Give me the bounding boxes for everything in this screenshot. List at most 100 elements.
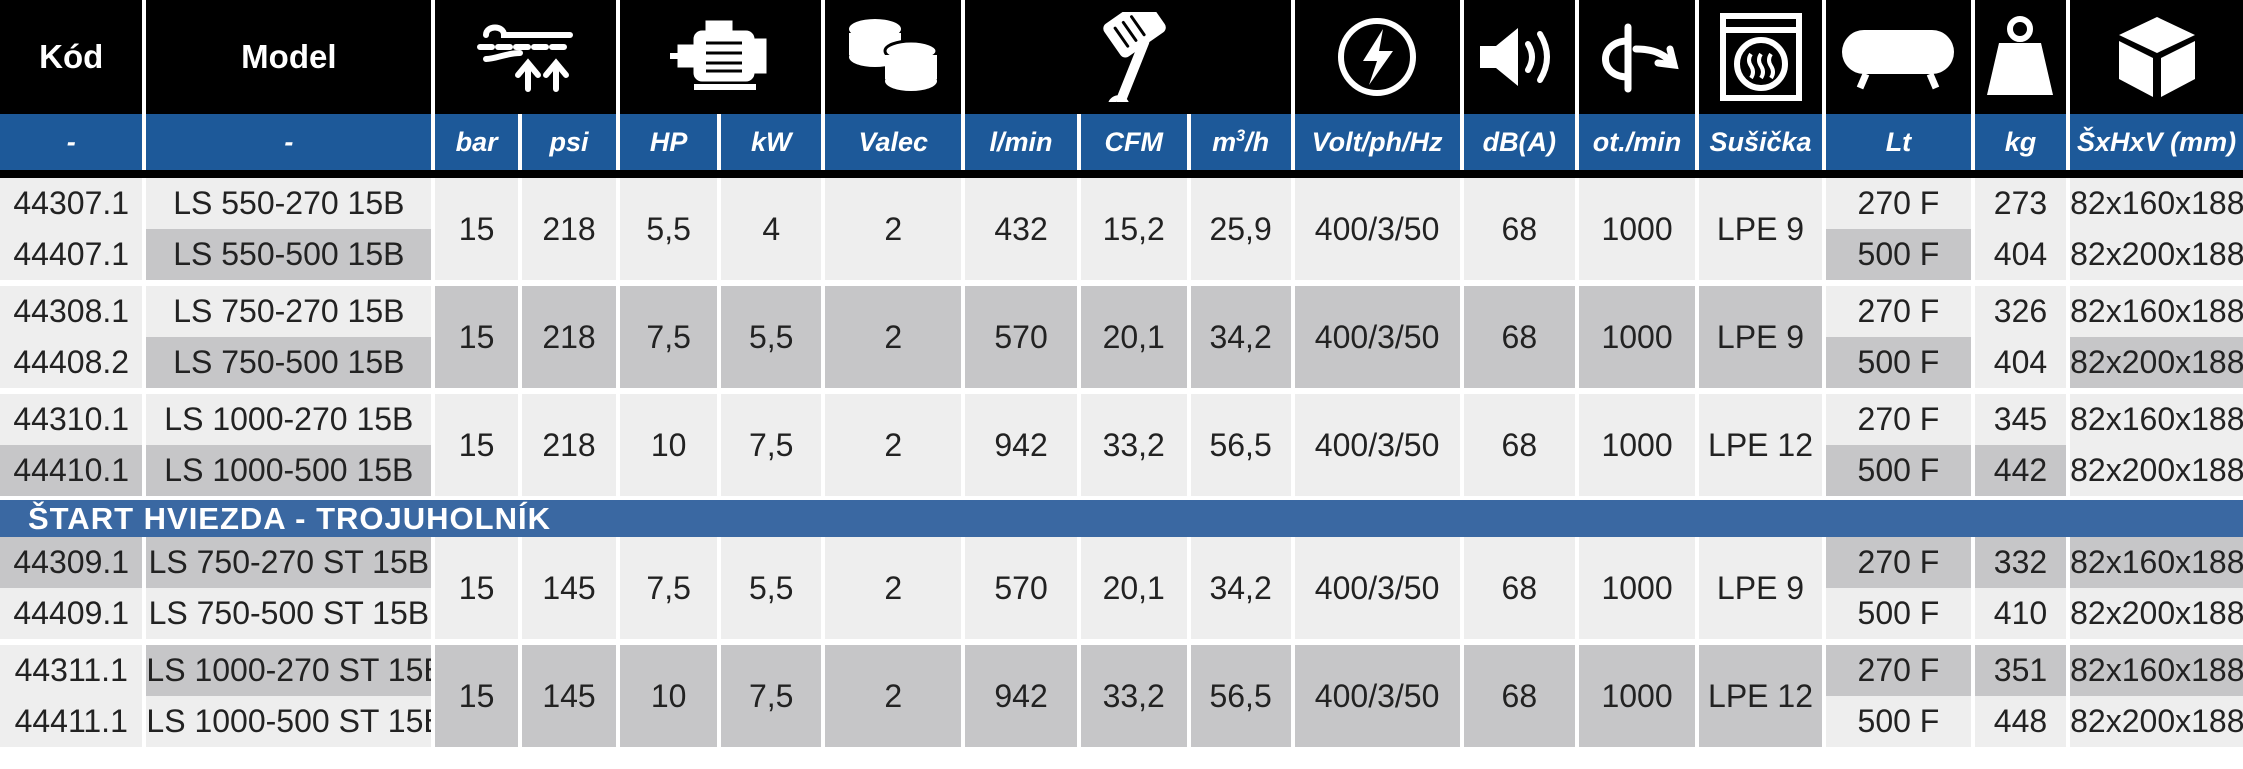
model-name: LS 750-500 ST 15B bbox=[142, 588, 436, 642]
model-name: LS 750-270 15B bbox=[142, 280, 436, 337]
spec-susicka: LPE 9 bbox=[1694, 537, 1827, 642]
dimensions-value: 82x160x188 bbox=[2066, 388, 2243, 445]
spec-ot: 1000 bbox=[1575, 388, 1699, 498]
tank-volume: 500 F bbox=[1822, 445, 1975, 498]
dimensions-value: 82x200x188 bbox=[2066, 229, 2243, 283]
product-code: 44409.1 bbox=[0, 588, 147, 642]
piston-icon bbox=[961, 0, 1295, 114]
product-code: 44410.1 bbox=[0, 445, 147, 498]
spec-ot: 1000 bbox=[1575, 280, 1699, 391]
table-row: 44411.1 LS 1000-500 ST 15B 500 F 448 82x200x… bbox=[0, 696, 2243, 747]
table-row: 44409.1 LS 750-500 ST 15B 500 F 410 82x200x1… bbox=[0, 588, 2243, 642]
unit-bar: bar bbox=[431, 114, 522, 178]
weight-value: 351 bbox=[1970, 639, 2071, 696]
unit-kw: kW bbox=[717, 114, 826, 178]
unit-kod: - bbox=[0, 114, 147, 178]
spec-volt: 400/3/50 bbox=[1290, 172, 1464, 283]
weight-value: 273 bbox=[1970, 172, 2071, 229]
rotation-icon bbox=[1575, 0, 1699, 114]
table-row: 44307.1 LS 550-270 15B 15 218 5,5 4 2 432 15,2 25… bbox=[0, 172, 2243, 283]
tank-volume: 500 F bbox=[1822, 229, 1975, 283]
table-row: 44308.1 LS 750-270 15B 15 218 7,5 5,5 2 570 20,1… bbox=[0, 280, 2243, 391]
spec-lmin: 942 bbox=[961, 639, 1081, 747]
spec-cfm: 33,2 bbox=[1076, 639, 1191, 747]
unit-model: - bbox=[142, 114, 436, 178]
spec-hp: 5,5 bbox=[616, 172, 722, 283]
spec-volt: 400/3/50 bbox=[1290, 639, 1464, 747]
spec-db: 68 bbox=[1459, 280, 1580, 391]
spec-susicka: LPE 12 bbox=[1694, 639, 1827, 747]
tank-volume: 500 F bbox=[1822, 588, 1975, 642]
dimensions-value: 82x160x188 bbox=[2066, 537, 2243, 588]
tank-volume: 270 F bbox=[1822, 388, 1975, 445]
spec-kw: 4 bbox=[717, 172, 826, 283]
spec-volt: 400/3/50 bbox=[1290, 537, 1464, 642]
tank-volume: 500 F bbox=[1822, 337, 1975, 391]
spec-cfm: 20,1 bbox=[1076, 280, 1191, 391]
spec-bar: 15 bbox=[431, 537, 522, 642]
product-code: 44307.1 bbox=[0, 172, 147, 229]
spec-bar: 15 bbox=[431, 280, 522, 391]
header-unit-row: - - bar psi HP kW Valec l/min CFM m3/h V… bbox=[0, 114, 2243, 178]
dimensions-value: 82x160x188 bbox=[2066, 639, 2243, 696]
model-name: LS 1000-270 15B bbox=[142, 388, 436, 445]
dimensions-value: 82x200x188 bbox=[2066, 696, 2243, 747]
section-header-row: ŠTART HVIEZDA - TROJUHOLNÍK bbox=[0, 496, 2243, 537]
table-row: 44309.1 LS 750-270 ST 15B 15 145 7,5 5,5 2 570 2… bbox=[0, 537, 2243, 642]
unit-valec: Valec bbox=[821, 114, 966, 178]
spec-m3h: 25,9 bbox=[1186, 172, 1295, 283]
air-flow-icon bbox=[431, 0, 621, 114]
electric-motor-icon bbox=[616, 0, 826, 114]
spec-volt: 400/3/50 bbox=[1290, 388, 1464, 498]
unit-rozmer: ŠxHxV (mm) bbox=[2066, 114, 2243, 178]
spec-bar: 15 bbox=[431, 639, 522, 747]
weight-icon bbox=[1970, 0, 2071, 114]
unit-db: dB(A) bbox=[1459, 114, 1580, 178]
table-row: 44408.2 LS 750-500 15B 500 F 404 82x200x188 bbox=[0, 337, 2243, 391]
col-head-kod: Kód bbox=[0, 0, 147, 114]
product-code: 44311.1 bbox=[0, 639, 147, 696]
unit-psi: psi bbox=[517, 114, 621, 178]
model-name: LS 1000-500 15B bbox=[142, 445, 436, 498]
spec-cfm: 20,1 bbox=[1076, 537, 1191, 642]
spec-valec: 2 bbox=[821, 639, 966, 747]
spec-bar: 15 bbox=[431, 172, 522, 283]
unit-lt: Lt bbox=[1822, 114, 1975, 178]
spec-lmin: 570 bbox=[961, 537, 1081, 642]
spec-lmin: 570 bbox=[961, 280, 1081, 391]
spec-hp: 10 bbox=[616, 388, 722, 498]
spec-bar: 15 bbox=[431, 388, 522, 498]
spec-psi: 218 bbox=[517, 280, 621, 391]
tank-volume: 270 F bbox=[1822, 639, 1975, 696]
product-code: 44308.1 bbox=[0, 280, 147, 337]
unit-hp: HP bbox=[616, 114, 722, 178]
spec-hp: 7,5 bbox=[616, 537, 722, 642]
product-code: 44407.1 bbox=[0, 229, 147, 283]
unit-m3h: m3/h bbox=[1186, 114, 1295, 178]
unit-lmin: l/min bbox=[961, 114, 1081, 178]
spec-ot: 1000 bbox=[1575, 172, 1699, 283]
spec-susicka: LPE 12 bbox=[1694, 388, 1827, 498]
spec-ot: 1000 bbox=[1575, 639, 1699, 747]
speaker-icon bbox=[1459, 0, 1580, 114]
spec-hp: 7,5 bbox=[616, 280, 722, 391]
spec-table-body: 44307.1 LS 550-270 15B 15 218 5,5 4 2 432 15,2 25… bbox=[0, 172, 2243, 747]
spec-hp: 10 bbox=[616, 639, 722, 747]
unit-volt: Volt/ph/Hz bbox=[1290, 114, 1464, 178]
header-icon-row: Kód Model bbox=[0, 0, 2243, 114]
spec-m3h: 34,2 bbox=[1186, 280, 1295, 391]
dimensions-value: 82x160x188 bbox=[2066, 172, 2243, 229]
model-name: LS 1000-270 ST 15B bbox=[142, 639, 436, 696]
spec-kw: 5,5 bbox=[717, 280, 826, 391]
spec-ot: 1000 bbox=[1575, 537, 1699, 642]
tank-volume: 270 F bbox=[1822, 172, 1975, 229]
cylinder-icon bbox=[821, 0, 966, 114]
spec-m3h: 56,5 bbox=[1186, 639, 1295, 747]
tank-volume: 270 F bbox=[1822, 280, 1975, 337]
weight-value: 345 bbox=[1970, 388, 2071, 445]
spec-kw: 7,5 bbox=[717, 388, 826, 498]
spec-m3h: 34,2 bbox=[1186, 537, 1295, 642]
electricity-icon bbox=[1290, 0, 1464, 114]
tank-volume: 270 F bbox=[1822, 537, 1975, 588]
